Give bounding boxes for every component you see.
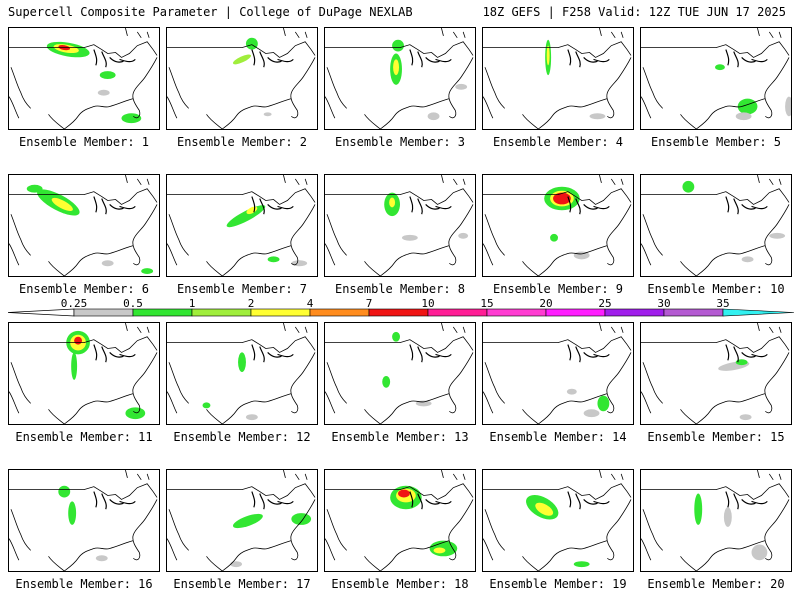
us-map	[9, 28, 158, 129]
us-map	[641, 323, 790, 424]
ensemble-panel-12	[166, 322, 318, 425]
ensemble-panel-1	[8, 27, 160, 130]
ensemble-panel-17	[166, 469, 318, 572]
ensemble-member-label: Ensemble Member: 17	[173, 577, 311, 591]
us-map	[9, 175, 158, 276]
ensemble-member-label: Ensemble Member: 6	[18, 282, 150, 296]
ensemble-member-label: Ensemble Member: 2	[176, 135, 308, 149]
ensemble-member-label: Ensemble Member: 16	[15, 577, 153, 591]
us-map	[483, 470, 632, 571]
ensemble-member-label: Ensemble Member: 1	[18, 135, 150, 149]
ensemble-member-label: Ensemble Member: 19	[489, 577, 627, 591]
colorbar-tick-label: 30	[657, 298, 670, 310]
ensemble-member-label: Ensemble Member: 15	[647, 430, 785, 444]
us-map	[9, 470, 158, 571]
ensemble-panel-19	[482, 469, 634, 572]
colorbar-tick-label: 0.5	[123, 298, 143, 310]
ensemble-panel-8	[324, 174, 476, 277]
colorbar-tick-label: 20	[539, 298, 552, 310]
colorbar-high-arrow	[722, 308, 794, 317]
ensemble-panel-18	[324, 469, 476, 572]
ensemble-member-label: Ensemble Member: 4	[492, 135, 624, 149]
ensemble-member-label: Ensemble Member: 12	[173, 430, 311, 444]
ensemble-member-label: Ensemble Member: 13	[331, 430, 469, 444]
ensemble-member-label: Ensemble Member: 7	[176, 282, 308, 296]
colorbar-segment	[663, 308, 724, 317]
ensemble-panel-3	[324, 27, 476, 130]
colorbar-segment	[191, 308, 252, 317]
colorbar-tick-label: 1	[189, 298, 196, 310]
ensemble-panel-11	[8, 322, 160, 425]
ensemble-member-label: Ensemble Member: 11	[15, 430, 153, 444]
colorbar-tick-label: 4	[307, 298, 314, 310]
ensemble-panel-4	[482, 27, 634, 130]
colorbar-segment	[132, 308, 193, 317]
colorbar-tick-label: 35	[716, 298, 729, 310]
run-info: 18Z GEFS | F258 Valid: 12Z TUE JUN 17 20…	[482, 5, 786, 19]
ensemble-panel-5	[640, 27, 792, 130]
ensemble-member-label: Ensemble Member: 5	[650, 135, 782, 149]
us-map	[641, 28, 791, 129]
colorbar-segment	[486, 308, 547, 317]
ensemble-member-label: Ensemble Member: 8	[334, 282, 466, 296]
colorbar-low-arrow	[8, 308, 75, 317]
us-map	[167, 28, 316, 129]
colorbar-segment	[250, 308, 311, 317]
ensemble-member-label: Ensemble Member: 18	[331, 577, 469, 591]
us-map	[325, 28, 474, 129]
us-map	[641, 470, 790, 571]
ensemble-panel-20	[640, 469, 792, 572]
colorbar-tick-label: 15	[480, 298, 493, 310]
us-map	[167, 470, 316, 571]
colorbar-segment	[545, 308, 606, 317]
ensemble-member-label: Ensemble Member: 14	[489, 430, 627, 444]
colorbar-segment	[604, 308, 665, 317]
ensemble-member-label: Ensemble Member: 10	[647, 282, 785, 296]
ensemble-panel-2	[166, 27, 318, 130]
us-map	[483, 28, 632, 129]
ensemble-panel-13	[324, 322, 476, 425]
ensemble-panel-16	[8, 469, 160, 572]
colorbar-tick-label: 25	[598, 298, 611, 310]
us-map	[325, 470, 474, 571]
ensemble-member-label: Ensemble Member: 9	[492, 282, 624, 296]
colorbar-tick-label: 7	[366, 298, 373, 310]
ensemble-member-label: Ensemble Member: 20	[647, 577, 785, 591]
colorbar-segment	[73, 308, 134, 317]
ensemble-panel-7	[166, 174, 318, 277]
ensemble-panel-10	[640, 174, 792, 277]
color-scale-legend: 0.25 0.5 1 2 4 7 10 15 20 25 30 35	[8, 298, 794, 317]
us-map	[483, 175, 632, 276]
ensemble-member-label: Ensemble Member: 3	[334, 135, 466, 149]
ensemble-panel-6	[8, 174, 160, 277]
ensemble-panel-14	[482, 322, 634, 425]
colorbar-tick-label: 0.25	[61, 298, 88, 310]
colorbar-tick-label: 2	[248, 298, 255, 310]
colorbar-tick-label: 10	[421, 298, 434, 310]
ensemble-panel-9	[482, 174, 634, 277]
us-map	[325, 323, 474, 424]
ensemble-panel-15	[640, 322, 792, 425]
colorbar-segment	[427, 308, 488, 317]
us-map	[483, 323, 632, 424]
colorbar-segment	[309, 308, 370, 317]
us-map	[167, 323, 316, 424]
us-map	[9, 323, 158, 424]
page-title: Supercell Composite Parameter | College …	[8, 5, 413, 19]
us-map	[325, 175, 474, 276]
colorbar-segment	[368, 308, 429, 317]
us-map	[641, 175, 790, 276]
us-map	[167, 175, 316, 276]
